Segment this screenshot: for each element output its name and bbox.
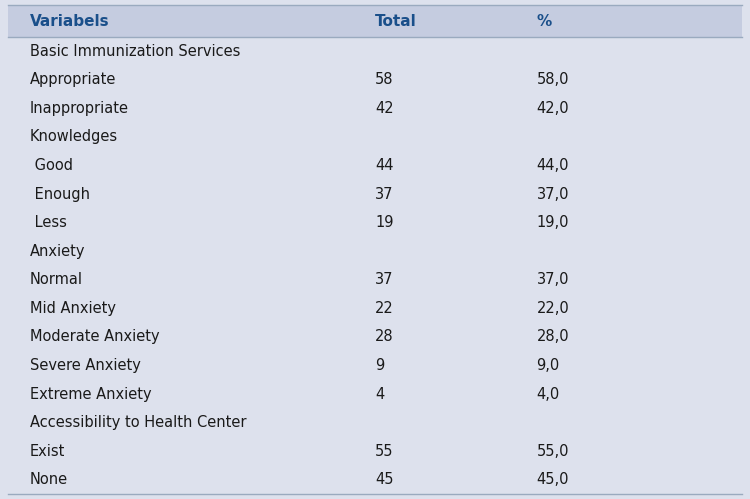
Text: 58,0: 58,0	[536, 72, 569, 87]
Text: Basic Immunization Services: Basic Immunization Services	[30, 44, 241, 59]
Text: Enough: Enough	[30, 187, 90, 202]
Text: 9: 9	[375, 358, 384, 373]
Text: Extreme Anxiety: Extreme Anxiety	[30, 387, 152, 402]
Bar	[8, 5, 742, 37]
Text: 4: 4	[375, 387, 384, 402]
Text: 42: 42	[375, 101, 394, 116]
Text: 37: 37	[375, 187, 394, 202]
Text: Inappropriate: Inappropriate	[30, 101, 129, 116]
Text: 45,0: 45,0	[536, 472, 569, 487]
Text: Severe Anxiety: Severe Anxiety	[30, 358, 141, 373]
Text: 9,0: 9,0	[536, 358, 560, 373]
Text: 42,0: 42,0	[536, 101, 569, 116]
Text: Accessibility to Health Center: Accessibility to Health Center	[30, 415, 247, 430]
Text: Less: Less	[30, 215, 67, 230]
Text: 28,0: 28,0	[536, 329, 569, 344]
Text: 45: 45	[375, 472, 394, 487]
Text: %: %	[536, 13, 552, 28]
Text: 44: 44	[375, 158, 394, 173]
Text: 37,0: 37,0	[536, 272, 569, 287]
Text: Variabels: Variabels	[30, 13, 109, 28]
Text: 19,0: 19,0	[536, 215, 569, 230]
Text: Knowledges: Knowledges	[30, 129, 118, 145]
Text: Total: Total	[375, 13, 417, 28]
Text: 19: 19	[375, 215, 394, 230]
Text: 4,0: 4,0	[536, 387, 560, 402]
Text: Appropriate: Appropriate	[30, 72, 116, 87]
Text: 37: 37	[375, 272, 394, 287]
Text: Moderate Anxiety: Moderate Anxiety	[30, 329, 160, 344]
Text: 28: 28	[375, 329, 394, 344]
Text: 55,0: 55,0	[536, 444, 569, 459]
Text: 22: 22	[375, 301, 394, 316]
Text: 37,0: 37,0	[536, 187, 569, 202]
Text: Normal: Normal	[30, 272, 83, 287]
Text: Exist: Exist	[30, 444, 65, 459]
Text: None: None	[30, 472, 68, 487]
Text: Good: Good	[30, 158, 73, 173]
Text: Anxiety: Anxiety	[30, 244, 86, 258]
Text: Mid Anxiety: Mid Anxiety	[30, 301, 116, 316]
Text: 55: 55	[375, 444, 394, 459]
Text: 22,0: 22,0	[536, 301, 569, 316]
Text: 58: 58	[375, 72, 394, 87]
Text: 44,0: 44,0	[536, 158, 569, 173]
